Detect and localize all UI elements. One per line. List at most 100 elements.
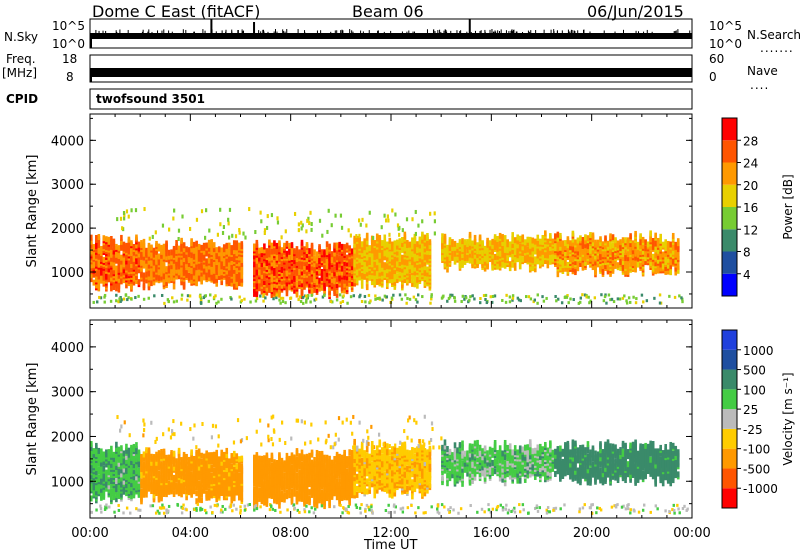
data-cell bbox=[576, 237, 580, 244]
data-cell bbox=[531, 265, 535, 272]
data-cell bbox=[115, 471, 118, 478]
data-cell bbox=[117, 446, 121, 453]
data-cell bbox=[340, 265, 344, 272]
data-cell bbox=[423, 274, 427, 281]
nsky-spike bbox=[512, 31, 514, 37]
data-cell bbox=[659, 251, 662, 258]
data-cell bbox=[323, 257, 326, 264]
data-cell bbox=[521, 256, 525, 263]
data-cell bbox=[195, 455, 198, 462]
data-cell bbox=[105, 236, 108, 243]
data-cell bbox=[177, 236, 180, 241]
data-cell bbox=[112, 248, 116, 255]
data-cell bbox=[516, 296, 520, 300]
nsky-spike bbox=[643, 31, 645, 37]
data-cell bbox=[205, 478, 208, 485]
data-cell bbox=[127, 467, 131, 474]
data-cell bbox=[508, 245, 512, 252]
data-cell bbox=[599, 248, 602, 255]
data-cell bbox=[353, 261, 356, 268]
data-cell bbox=[266, 214, 269, 219]
data-cell bbox=[116, 217, 119, 222]
data-cell bbox=[132, 462, 136, 469]
data-cell bbox=[112, 461, 116, 468]
data-cell bbox=[631, 240, 635, 247]
data-cell bbox=[165, 254, 168, 261]
data-cell bbox=[288, 266, 291, 273]
data-cell bbox=[571, 244, 575, 251]
data-cell bbox=[90, 262, 93, 269]
data-cell bbox=[180, 297, 183, 301]
data-cell bbox=[611, 263, 615, 270]
data-cell bbox=[586, 235, 590, 242]
data-cell bbox=[531, 237, 535, 244]
data-cell bbox=[110, 445, 113, 452]
nsky-spike bbox=[304, 31, 306, 37]
data-cell bbox=[640, 293, 644, 297]
data-cell bbox=[135, 474, 138, 481]
data-cell bbox=[496, 239, 499, 246]
data-cell bbox=[411, 280, 414, 287]
data-cell bbox=[298, 259, 301, 266]
data-cell bbox=[594, 259, 597, 266]
data-cell bbox=[404, 293, 407, 297]
data-cell bbox=[281, 299, 285, 303]
data-cell bbox=[517, 298, 521, 302]
data-cell bbox=[545, 296, 548, 300]
data-cell bbox=[167, 263, 171, 270]
data-cell bbox=[569, 254, 572, 261]
data-cell bbox=[473, 234, 477, 241]
nsky-spike bbox=[577, 30, 579, 36]
data-cell bbox=[318, 252, 321, 259]
data-cell bbox=[200, 298, 203, 302]
data-cell bbox=[671, 242, 675, 249]
data-cell bbox=[401, 274, 404, 281]
data-cell bbox=[642, 300, 645, 304]
data-cell bbox=[396, 265, 399, 272]
data-cell bbox=[461, 244, 464, 251]
nsky-spike bbox=[221, 30, 223, 36]
data-cell bbox=[197, 464, 201, 471]
data-cell bbox=[421, 245, 424, 252]
data-cell bbox=[160, 471, 163, 478]
data-cell bbox=[205, 450, 208, 457]
data-cell bbox=[170, 249, 173, 256]
data-cell bbox=[353, 277, 356, 284]
data-cell bbox=[90, 234, 93, 241]
data-cell bbox=[406, 240, 409, 247]
data-cell bbox=[609, 298, 612, 302]
data-cell bbox=[421, 267, 424, 274]
data-cell bbox=[253, 253, 256, 260]
data-cell bbox=[503, 244, 507, 251]
data-cell bbox=[508, 295, 512, 299]
data-cell bbox=[125, 209, 129, 214]
data-cell bbox=[321, 233, 324, 238]
data-cell bbox=[127, 258, 131, 265]
nsky-spike bbox=[284, 31, 286, 37]
data-cell bbox=[200, 270, 203, 277]
data-cell bbox=[132, 443, 136, 450]
data-cell bbox=[411, 259, 414, 266]
data-cell bbox=[235, 265, 239, 272]
data-cell bbox=[160, 485, 163, 492]
data-cell bbox=[338, 273, 341, 280]
data-cell bbox=[508, 249, 512, 256]
data-cell bbox=[441, 295, 445, 299]
data-cell bbox=[523, 247, 527, 254]
data-cell bbox=[453, 250, 457, 257]
data-cell bbox=[681, 300, 684, 304]
data-cell bbox=[255, 239, 259, 246]
data-cell bbox=[363, 263, 367, 270]
data-cell bbox=[195, 449, 198, 456]
data-cell bbox=[559, 244, 562, 251]
data-cell bbox=[150, 252, 153, 259]
nsky-spike bbox=[569, 31, 571, 37]
data-cell bbox=[115, 482, 118, 489]
y-tick-label: 1000 bbox=[51, 266, 84, 281]
data-cell bbox=[258, 255, 261, 262]
nsky-spike bbox=[215, 31, 217, 37]
data-cell bbox=[654, 268, 657, 275]
nsky-spike bbox=[282, 29, 284, 35]
data-cell bbox=[549, 244, 552, 251]
data-cell bbox=[125, 443, 128, 450]
